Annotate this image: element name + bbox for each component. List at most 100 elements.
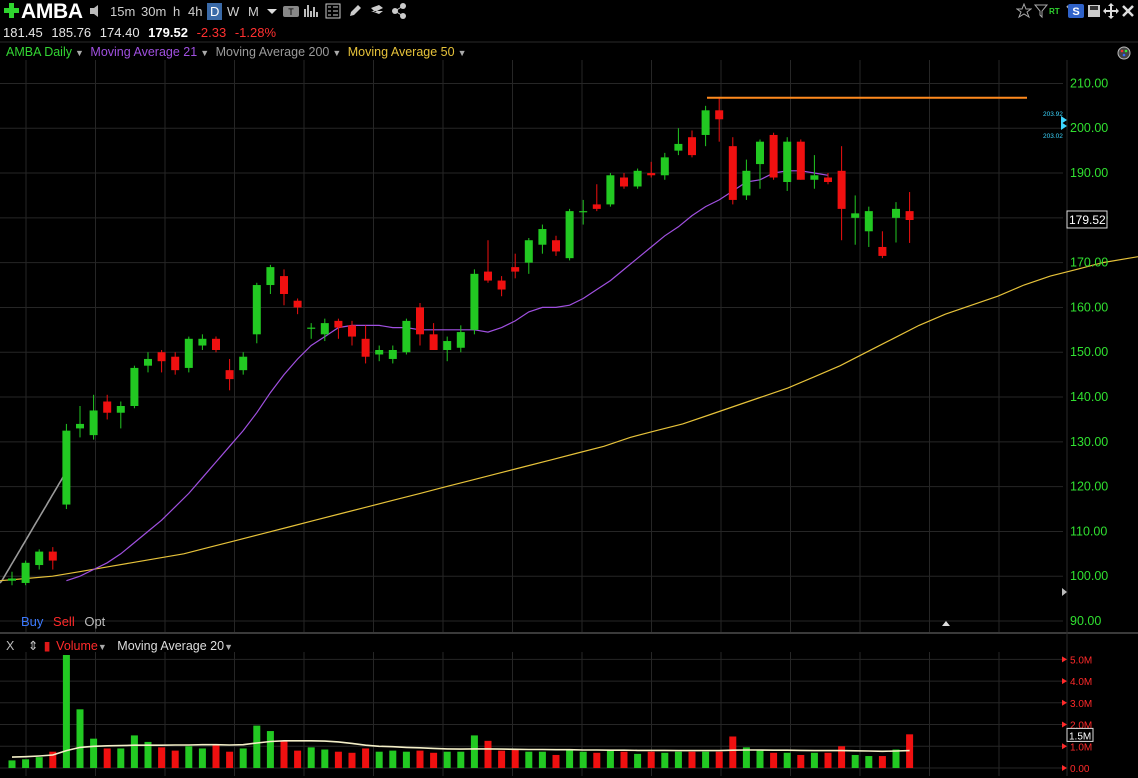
volume-bar [280,740,288,768]
share-icon[interactable]: S [1068,3,1084,19]
volume-bar [865,756,873,768]
legend-main-label[interactable]: AMBA Daily [6,45,72,59]
caret-down-icon[interactable]: ▼ [224,642,233,652]
volume-bar [348,752,356,768]
legend-volume-label[interactable]: Volume [56,639,98,653]
caret-down-icon[interactable]: ▼ [97,642,107,652]
caret-down-icon[interactable]: ▼ [200,48,210,58]
volume-bar [674,751,682,768]
price-axis[interactable]: 210.00200.00190.00180.00170.00160.00150.… [942,46,1131,628]
candle-body [892,208,900,218]
candle-body [21,562,30,583]
price-tick-label: 130.00 [1070,435,1108,449]
timeframe-d[interactable]: D [207,3,223,20]
caret-down-icon[interactable] [264,3,280,19]
volume-bar [130,735,138,768]
timeframe-h[interactable]: h [173,4,181,19]
volume-bar [729,736,737,768]
symbol-name[interactable]: AMBA [21,0,83,23]
candle-body [184,338,193,368]
volume-bar [457,751,465,768]
filter-icon[interactable] [1033,3,1049,19]
volume-tick-label: 3.0M [1070,699,1092,710]
realtime-badge[interactable]: RT [1049,7,1060,16]
close-icon[interactable] [1120,3,1136,19]
close-volume-pane-button[interactable]: X [6,639,15,653]
candle-body [565,211,574,259]
line-level-label: 203.92 [1043,111,1063,118]
volume-axis[interactable]: 5.0M 4.0M 3.0M 2.0M 1.0M 0.00 1.5M [1062,655,1094,775]
line-level-marker [1061,122,1067,130]
volume-bar [525,751,533,768]
candle-body [320,323,329,335]
volume-bar [430,752,438,768]
candle-body [198,338,207,346]
price-tick-label: 160.00 [1070,300,1108,314]
candle-body [225,370,234,380]
scroll-up-icon [942,621,950,626]
reorder-icon[interactable]: ⇕ [27,639,39,653]
candle-body [511,267,520,272]
timeframe-30m[interactable]: 30m [141,4,167,19]
volume-bar [226,751,234,768]
sell-button[interactable]: Sell [53,614,75,629]
timeframe-4h[interactable]: 4h [188,4,203,19]
candle-body [497,280,506,290]
legend-volume-ma-label[interactable]: Moving Average 20 [117,639,225,653]
candle-body [796,141,805,180]
volume-bar [416,750,424,768]
price-tick-label: 190.00 [1070,166,1108,180]
volume-bar [22,759,30,768]
volume-ma20-line [11,739,910,758]
last-price-label: 179.52 [1069,213,1106,227]
legend-ma50-label[interactable]: Moving Average 50 [347,45,455,59]
palette-dot [1124,49,1128,53]
timeframe-w[interactable]: W [227,4,240,19]
volume-bar [8,760,16,768]
move-icon[interactable] [1103,3,1119,19]
timeframe-15m[interactable]: 15m [110,4,136,19]
last-volume-label: 1.5M [1069,731,1091,742]
candle-body [783,141,792,182]
legend-ma200-label[interactable]: Moving Average 200 [215,45,330,59]
quote-change-pct: -1.28% [234,25,277,40]
buy-button[interactable]: Buy [21,614,44,629]
candle-body [307,327,316,329]
quote-bar: 181.45 185.76 174.40 179.52 -2.33 -1.28% [3,25,281,40]
quote-low: 174.40 [99,25,140,40]
candle-body [715,110,724,120]
indicators-icon[interactable] [325,3,341,19]
volume-tick-label: 1.0M [1070,742,1092,753]
candlesticks [8,96,914,586]
volume-bar [185,746,193,768]
volume-bar [389,750,397,768]
volume-bar [688,751,696,768]
price-tick-label: 110.00 [1070,524,1107,538]
save-icon[interactable] [1086,3,1102,19]
candle-body [606,175,615,205]
notes-icon[interactable] [369,3,385,19]
options-button[interactable]: Opt [84,614,106,629]
volume-tick-label: 0.00 [1070,764,1090,775]
candle-body [538,229,547,245]
caret-down-icon[interactable]: ▼ [332,48,342,58]
volume-bar [498,750,506,768]
timeframe-m[interactable]: M [248,4,259,19]
chart-type-icon[interactable]: T [282,3,300,19]
legend-ma21-label[interactable]: Moving Average 21 [90,45,198,59]
volume-bar [402,751,410,768]
bars-icon[interactable] [303,3,319,19]
volume-bar [266,731,274,768]
volume-bar [321,749,329,768]
caret-down-icon[interactable]: ▼ [457,48,467,58]
star-icon[interactable] [1016,3,1032,19]
draw-pencil-icon[interactable] [347,3,363,19]
volume-bar [117,748,125,768]
toolbar: AMBA 15m 30m h 4h D W M T RT S [0,0,1138,24]
caret-down-icon[interactable]: ▼ [75,48,84,58]
add-symbol-icon[interactable] [3,2,20,19]
speaker-icon[interactable] [88,3,104,19]
share-nodes-icon[interactable] [391,3,407,19]
candle-body [103,401,112,413]
